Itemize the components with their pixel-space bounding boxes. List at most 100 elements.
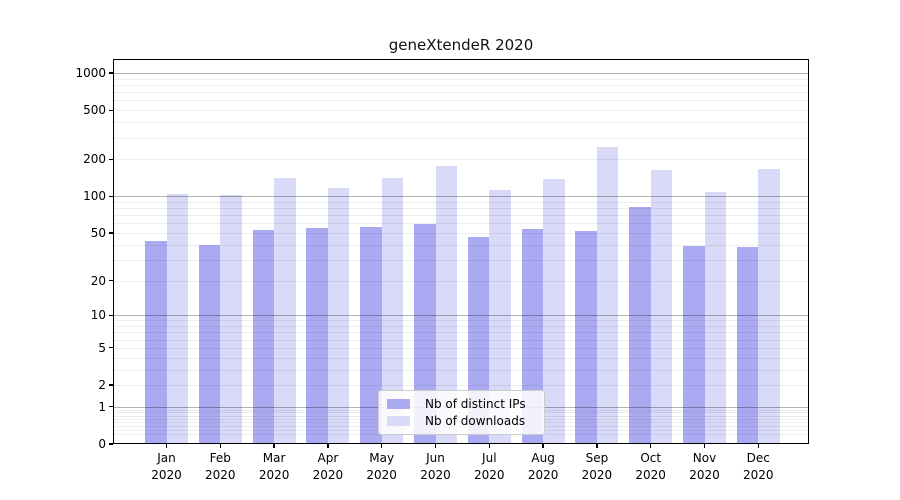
x-tick-label: Dec 2020 bbox=[728, 450, 788, 483]
x-tick-label: Aug 2020 bbox=[513, 450, 573, 483]
x-tick bbox=[327, 444, 329, 448]
gridline-minor bbox=[113, 326, 809, 328]
x-tick bbox=[757, 444, 759, 448]
x-tick bbox=[273, 444, 275, 448]
bar-downloads-sep bbox=[596, 146, 619, 444]
gridline-minor bbox=[113, 369, 809, 371]
y-tick-label: 0 bbox=[98, 437, 106, 451]
y-tick-label: 20 bbox=[90, 273, 106, 288]
gridline-minor bbox=[113, 357, 809, 359]
gridline-minor bbox=[113, 208, 809, 210]
x-tick bbox=[381, 444, 383, 448]
x-tick-label-month: Oct bbox=[640, 451, 662, 465]
legend-label-downloads: Nb of downloads bbox=[425, 414, 526, 429]
y-tick-label: 200 bbox=[83, 152, 106, 167]
chart-title: geneXtendeR 2020 bbox=[388, 36, 534, 54]
y-tick bbox=[109, 195, 113, 197]
x-tick-label-year: 2020 bbox=[205, 467, 236, 482]
bar-downloads-jul bbox=[489, 190, 511, 444]
x-tick-label: Jan 2020 bbox=[137, 450, 197, 483]
legend-item-distinct-ips: Nb of distinct IPs bbox=[379, 397, 544, 411]
y-tick-label: 50 bbox=[90, 225, 106, 240]
gridline-minor bbox=[113, 385, 809, 387]
y-tick bbox=[109, 384, 113, 386]
bar-distinct-ips-jan bbox=[145, 240, 167, 444]
y-tick-label: 5 bbox=[98, 340, 106, 355]
bar-distinct-ips-sep bbox=[575, 230, 597, 444]
bar-distinct-ips-jun bbox=[414, 224, 436, 444]
y-tick bbox=[109, 232, 113, 234]
x-tick-label-month: Nov bbox=[692, 451, 717, 465]
gridline-minor bbox=[113, 110, 809, 112]
plot-area: Nb of distinct IPs Nb of downloads bbox=[113, 59, 809, 444]
bar-distinct-ips-apr bbox=[306, 227, 328, 444]
x-tick-label-year: 2020 bbox=[474, 467, 505, 482]
x-tick bbox=[596, 444, 598, 448]
x-tick-label: May 2020 bbox=[352, 450, 412, 483]
x-tick bbox=[650, 444, 652, 448]
gridline-minor bbox=[113, 347, 809, 349]
x-tick-label-year: 2020 bbox=[312, 467, 344, 482]
x-tick-label-month: May bbox=[369, 451, 395, 465]
x-tick-label-month: Aug bbox=[531, 451, 555, 465]
gridline-minor bbox=[113, 280, 809, 282]
y-tick-label: 10 bbox=[90, 308, 106, 323]
x-tick bbox=[165, 444, 168, 448]
x-tick bbox=[219, 444, 221, 448]
x-tick-label-month: Feb bbox=[209, 451, 231, 465]
bar-downloads-mar bbox=[274, 177, 296, 444]
y-tick bbox=[109, 109, 113, 111]
gridline-minor bbox=[113, 92, 809, 94]
legend-swatch-distinct-ips bbox=[387, 398, 410, 409]
gridline-minor bbox=[113, 137, 809, 139]
x-tick-label-year: 2020 bbox=[151, 467, 182, 482]
x-tick-label-year: 2020 bbox=[366, 467, 397, 482]
x-tick-label: Feb 2020 bbox=[190, 450, 250, 483]
x-tick bbox=[434, 444, 437, 448]
bar-downloads-dec bbox=[758, 169, 780, 444]
x-tick-label: Nov 2020 bbox=[675, 450, 735, 483]
gridline-minor bbox=[113, 159, 809, 161]
gridline-minor bbox=[113, 78, 809, 80]
legend-label-distinct-ips: Nb of distinct IPs bbox=[425, 396, 526, 411]
bar-downloads-may bbox=[381, 177, 404, 444]
y-tick-label: 2 bbox=[98, 378, 106, 393]
x-tick-label: Sep 2020 bbox=[567, 450, 627, 483]
x-tick-label-month: Dec bbox=[746, 451, 770, 465]
bar-downloads-aug bbox=[543, 179, 565, 444]
y-tick-label: 1 bbox=[98, 399, 106, 414]
x-tick-label-year: 2020 bbox=[420, 467, 451, 482]
x-tick-label-year: 2020 bbox=[689, 467, 720, 482]
gridline-minor bbox=[113, 122, 809, 124]
x-tick-label-year: 2020 bbox=[581, 467, 613, 482]
y-tick bbox=[109, 406, 113, 408]
x-tick-label: Apr 2020 bbox=[298, 450, 358, 483]
gridline-minor bbox=[113, 215, 809, 217]
bar-downloads-nov bbox=[704, 192, 726, 444]
x-tick-label: Jun 2020 bbox=[406, 450, 466, 483]
legend-item-downloads: Nb of downloads bbox=[379, 414, 544, 428]
bar-downloads-feb bbox=[220, 194, 242, 444]
legend-swatch-downloads bbox=[387, 416, 410, 427]
gridline-minor bbox=[113, 339, 809, 341]
y-tick bbox=[109, 443, 113, 445]
gridline-minor bbox=[113, 320, 809, 322]
x-tick-label-month: Sep bbox=[585, 451, 609, 465]
legend: Nb of distinct IPs Nb of downloads bbox=[378, 390, 545, 435]
x-tick-label-month: Jul bbox=[482, 451, 497, 465]
bar-downloads-oct bbox=[650, 170, 673, 444]
gridline-major bbox=[113, 73, 809, 75]
y-tick bbox=[109, 72, 113, 74]
bar-distinct-ips-may bbox=[360, 226, 382, 444]
gridline-minor bbox=[113, 223, 809, 225]
x-tick bbox=[542, 444, 544, 448]
x-tick-label: Mar 2020 bbox=[244, 450, 304, 483]
gridline-minor bbox=[113, 232, 809, 234]
x-tick-label-year: 2020 bbox=[743, 467, 774, 482]
x-tick-label: Oct 2020 bbox=[621, 450, 681, 483]
gridline-minor bbox=[113, 244, 809, 246]
gridline-minor bbox=[113, 259, 809, 261]
y-tick bbox=[109, 347, 113, 349]
bar-downloads-apr bbox=[327, 188, 350, 444]
x-tick-label-month: Apr bbox=[317, 451, 339, 465]
